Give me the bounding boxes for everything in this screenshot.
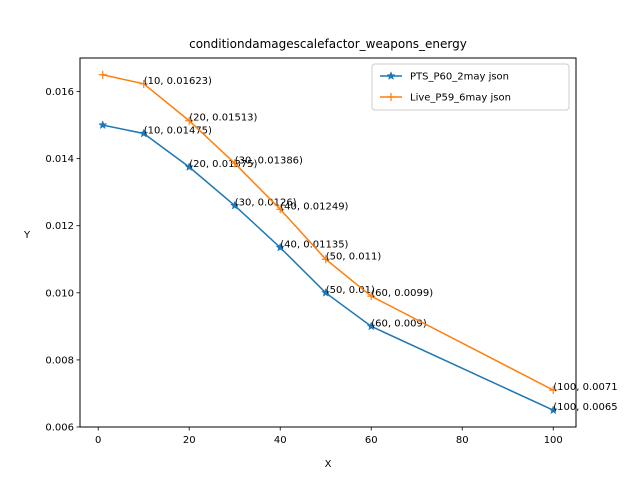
legend-marker xyxy=(387,93,395,101)
data-point xyxy=(321,255,330,264)
y-tick-label: 0.006 xyxy=(45,423,74,434)
data-point-label: (100, 0.0065 xyxy=(553,402,617,413)
x-tick-label: 100 xyxy=(544,435,563,446)
series-line xyxy=(102,74,554,391)
axes: 0 20 40 60 80 100 0.006 0.008 0.010 0.012 0.014 0.0… xyxy=(45,87,562,446)
data-point-label: (30, 0.01386) xyxy=(235,155,303,166)
y-axis-label: Y xyxy=(23,230,31,241)
y-tick-label: 0.010 xyxy=(45,288,74,299)
data-point xyxy=(275,242,285,252)
legend-label: PTS_P60_2may json xyxy=(410,72,509,83)
data-point-label: (60, 0.0099) xyxy=(371,288,433,299)
x-tick-label: 40 xyxy=(274,435,287,446)
legend-entry: PTS_P60_2may json xyxy=(380,71,509,83)
data-point xyxy=(230,159,239,168)
data-point-label: (50, 0.01) xyxy=(326,285,375,296)
legend-marker xyxy=(386,71,396,80)
y-tick-label: 0.008 xyxy=(45,355,74,366)
legend-label: Live_P59_6may json xyxy=(410,93,511,104)
series-1: (10, 0.01475)(20, 0.01375)(30, 0.0126)(4… xyxy=(98,120,618,415)
data-point-label: (50, 0.011) xyxy=(326,251,382,262)
x-tick-label: 0 xyxy=(95,435,101,446)
chart-title: conditiondamagescalefactor_weapons_energ… xyxy=(189,37,467,51)
data-point-label: (40, 0.01135) xyxy=(280,240,348,251)
data-point-label: (20, 0.01375) xyxy=(189,159,257,170)
data-point xyxy=(98,120,108,130)
data-point xyxy=(549,386,558,395)
data-point-label: (20, 0.01513) xyxy=(189,113,257,124)
data-point xyxy=(139,79,148,88)
y-tick-label: 0.016 xyxy=(45,87,74,98)
data-point xyxy=(185,116,194,125)
data-point-label: (100, 0.0071 xyxy=(553,382,617,393)
data-point-label: (30, 0.0126) xyxy=(235,198,297,209)
series-line xyxy=(102,124,554,411)
series-2: (10, 0.01623)(20, 0.01513)(30, 0.01386)(… xyxy=(98,70,618,395)
data-point xyxy=(139,128,149,138)
y-tick-label: 0.014 xyxy=(45,154,74,165)
y-tick-label: 0.012 xyxy=(45,221,74,232)
data-point-label: (10, 0.01475) xyxy=(144,125,212,136)
data-point xyxy=(367,292,376,301)
data-point-label: (60, 0.009) xyxy=(371,318,427,329)
data-point xyxy=(548,405,558,415)
legend: PTS_P60_2may json Live_P59_6may json xyxy=(371,63,570,111)
data-point xyxy=(321,287,331,297)
x-tick-label: 60 xyxy=(365,435,378,446)
data-point-label: (10, 0.01623) xyxy=(144,76,212,87)
data-point xyxy=(98,70,107,79)
x-tick-label: 20 xyxy=(183,435,196,446)
plot-frame xyxy=(79,57,577,428)
x-axis-label: X xyxy=(325,459,332,470)
legend-box xyxy=(371,63,570,111)
x-tick-label: 80 xyxy=(456,435,469,446)
legend-entry: Live_P59_6may json xyxy=(380,93,511,104)
data-point xyxy=(184,162,194,171)
data-point xyxy=(230,200,240,210)
plot-area: (10, 0.01475)(20, 0.01375)(30, 0.0126)(4… xyxy=(98,70,618,415)
data-point xyxy=(366,321,376,331)
data-point xyxy=(276,205,285,214)
data-point-label: (40, 0.01249) xyxy=(280,201,348,212)
